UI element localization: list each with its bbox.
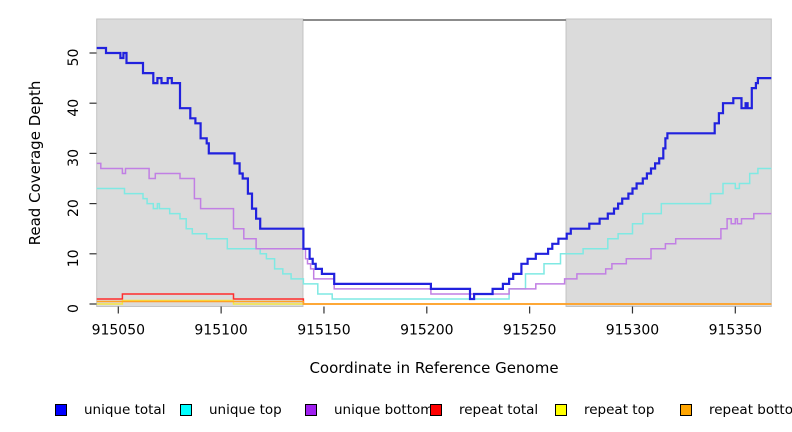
y-tick-label: 30 xyxy=(66,149,82,167)
series-lines xyxy=(96,46,772,305)
legend-label: repeat top xyxy=(584,402,655,418)
legend-swatch-unique-total xyxy=(55,404,67,416)
y-tick-label: 50 xyxy=(66,49,82,67)
y-axis-title: Read Coverage Depth xyxy=(26,81,44,246)
legend-swatch-repeat-top xyxy=(555,404,567,416)
x-tick-label: 915200 xyxy=(400,323,453,339)
legend-swatch-unique-top xyxy=(180,404,192,416)
legend-item-repeat-total: repeat total xyxy=(430,399,538,421)
legend-item-unique-total: unique total xyxy=(55,399,165,421)
x-tick-label: 915150 xyxy=(297,323,350,339)
legend-label: unique top xyxy=(209,402,282,418)
legend-label: unique total xyxy=(84,402,166,418)
legend-item-repeat-top: repeat top xyxy=(555,399,654,421)
legend-swatch-repeat-total xyxy=(430,404,442,416)
y-tick-label: 40 xyxy=(66,99,82,117)
x-tick-label: 915100 xyxy=(194,323,247,339)
legend-item-unique-top: unique top xyxy=(180,399,282,421)
plot-background-regions xyxy=(96,18,772,307)
series-unique-total xyxy=(96,46,772,301)
series-unique-top xyxy=(96,167,772,300)
legend-swatch-repeat-bottom xyxy=(680,404,692,416)
legend-label: repeat bottom xyxy=(709,402,792,418)
y-tick-label: 0 xyxy=(66,304,82,313)
x-tick-label: 915050 xyxy=(92,323,145,339)
y-tick-label: 10 xyxy=(66,249,82,267)
legend-label: unique bottom xyxy=(334,402,434,418)
legend: unique total unique top unique bottom repea… xyxy=(0,399,792,423)
legend-item-unique-bottom: unique bottom xyxy=(305,399,433,421)
y-tick-label: 20 xyxy=(66,199,82,217)
series-repeat-bottom xyxy=(96,300,772,305)
shaded-region-right xyxy=(565,18,772,307)
legend-label: repeat total xyxy=(459,402,539,418)
x-tick-label: 915350 xyxy=(709,323,762,339)
x-axis-title: Coordinate in Reference Genome xyxy=(309,359,558,377)
legend-swatch-unique-bottom xyxy=(305,404,317,416)
x-tick-label: 915300 xyxy=(606,323,659,339)
legend-item-repeat-bottom: repeat bottom xyxy=(680,399,792,421)
x-tick-label: 915250 xyxy=(503,323,556,339)
axes: 915050 915100 915150 915200 915250 915300 9153… xyxy=(66,49,762,339)
